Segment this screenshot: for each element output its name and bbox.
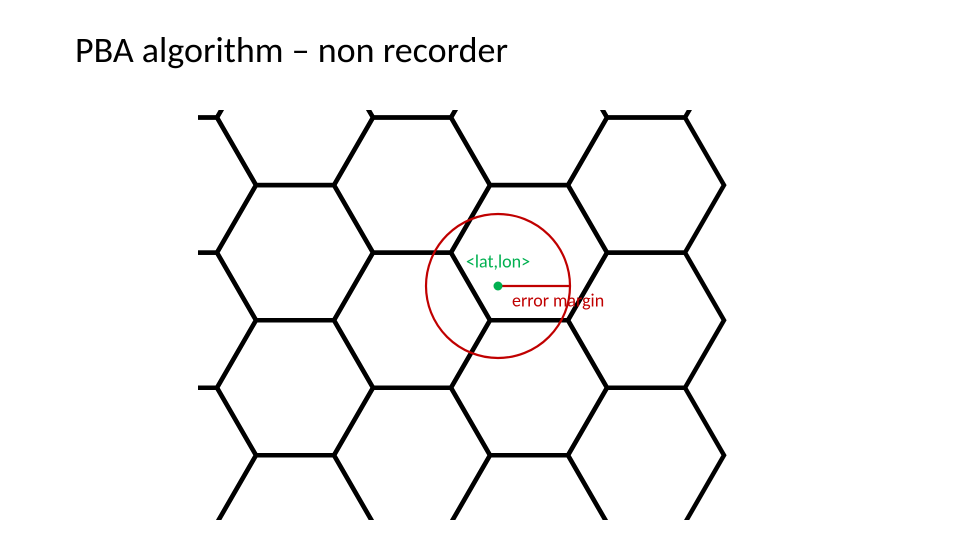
hex-cell <box>568 388 724 520</box>
hex-cell <box>451 455 607 520</box>
hex-cell <box>217 320 373 455</box>
hex-diagram: <lat,lon> error margin <box>198 110 783 520</box>
error-margin-label: error margin <box>512 289 604 311</box>
hex-cell <box>568 118 724 253</box>
hex-cell <box>217 455 373 520</box>
center-point-dot <box>494 282 503 291</box>
hex-cell <box>451 110 607 185</box>
slide-title: PBA algorithm – non recorder <box>75 28 508 72</box>
hex-grid-layer <box>198 110 724 520</box>
hex-cell <box>568 253 724 388</box>
hex-cell <box>451 320 607 455</box>
latlon-label: <lat,lon> <box>466 250 530 272</box>
hex-cell <box>334 118 490 253</box>
hex-cell <box>217 185 373 320</box>
hex-cell <box>334 253 490 388</box>
hex-cell <box>217 110 373 185</box>
hex-diagram-svg: <lat,lon> error margin <box>198 110 783 520</box>
